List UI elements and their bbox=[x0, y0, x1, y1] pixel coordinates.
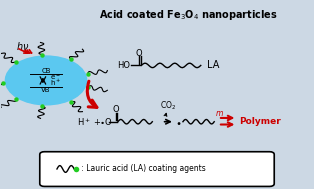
Circle shape bbox=[5, 56, 87, 105]
Text: O: O bbox=[112, 105, 119, 114]
Text: Polymer: Polymer bbox=[239, 117, 281, 126]
FancyArrowPatch shape bbox=[87, 81, 97, 107]
Text: HO: HO bbox=[117, 61, 130, 70]
Text: CB: CB bbox=[41, 68, 51, 74]
Text: O: O bbox=[136, 49, 143, 58]
Text: H$^+$ +: H$^+$ + bbox=[77, 116, 102, 128]
Text: Acid coated Fe$_3$O$_4$ nanoparticles: Acid coated Fe$_3$O$_4$ nanoparticles bbox=[99, 8, 278, 22]
Text: m: m bbox=[216, 109, 223, 118]
Text: LA: LA bbox=[207, 60, 219, 70]
Text: e$^-$: e$^-$ bbox=[50, 74, 61, 82]
Text: h$^+$: h$^+$ bbox=[50, 78, 61, 88]
Text: CO$_2$: CO$_2$ bbox=[160, 99, 176, 112]
Text: $\bullet$: $\bullet$ bbox=[175, 117, 181, 127]
Text: : Lauric acid (LA) coating agents: : Lauric acid (LA) coating agents bbox=[79, 164, 206, 174]
Text: $\bullet$O: $\bullet$O bbox=[99, 116, 112, 127]
FancyBboxPatch shape bbox=[40, 152, 274, 186]
Text: VB: VB bbox=[41, 87, 51, 93]
Text: $h\nu$: $h\nu$ bbox=[16, 40, 29, 52]
